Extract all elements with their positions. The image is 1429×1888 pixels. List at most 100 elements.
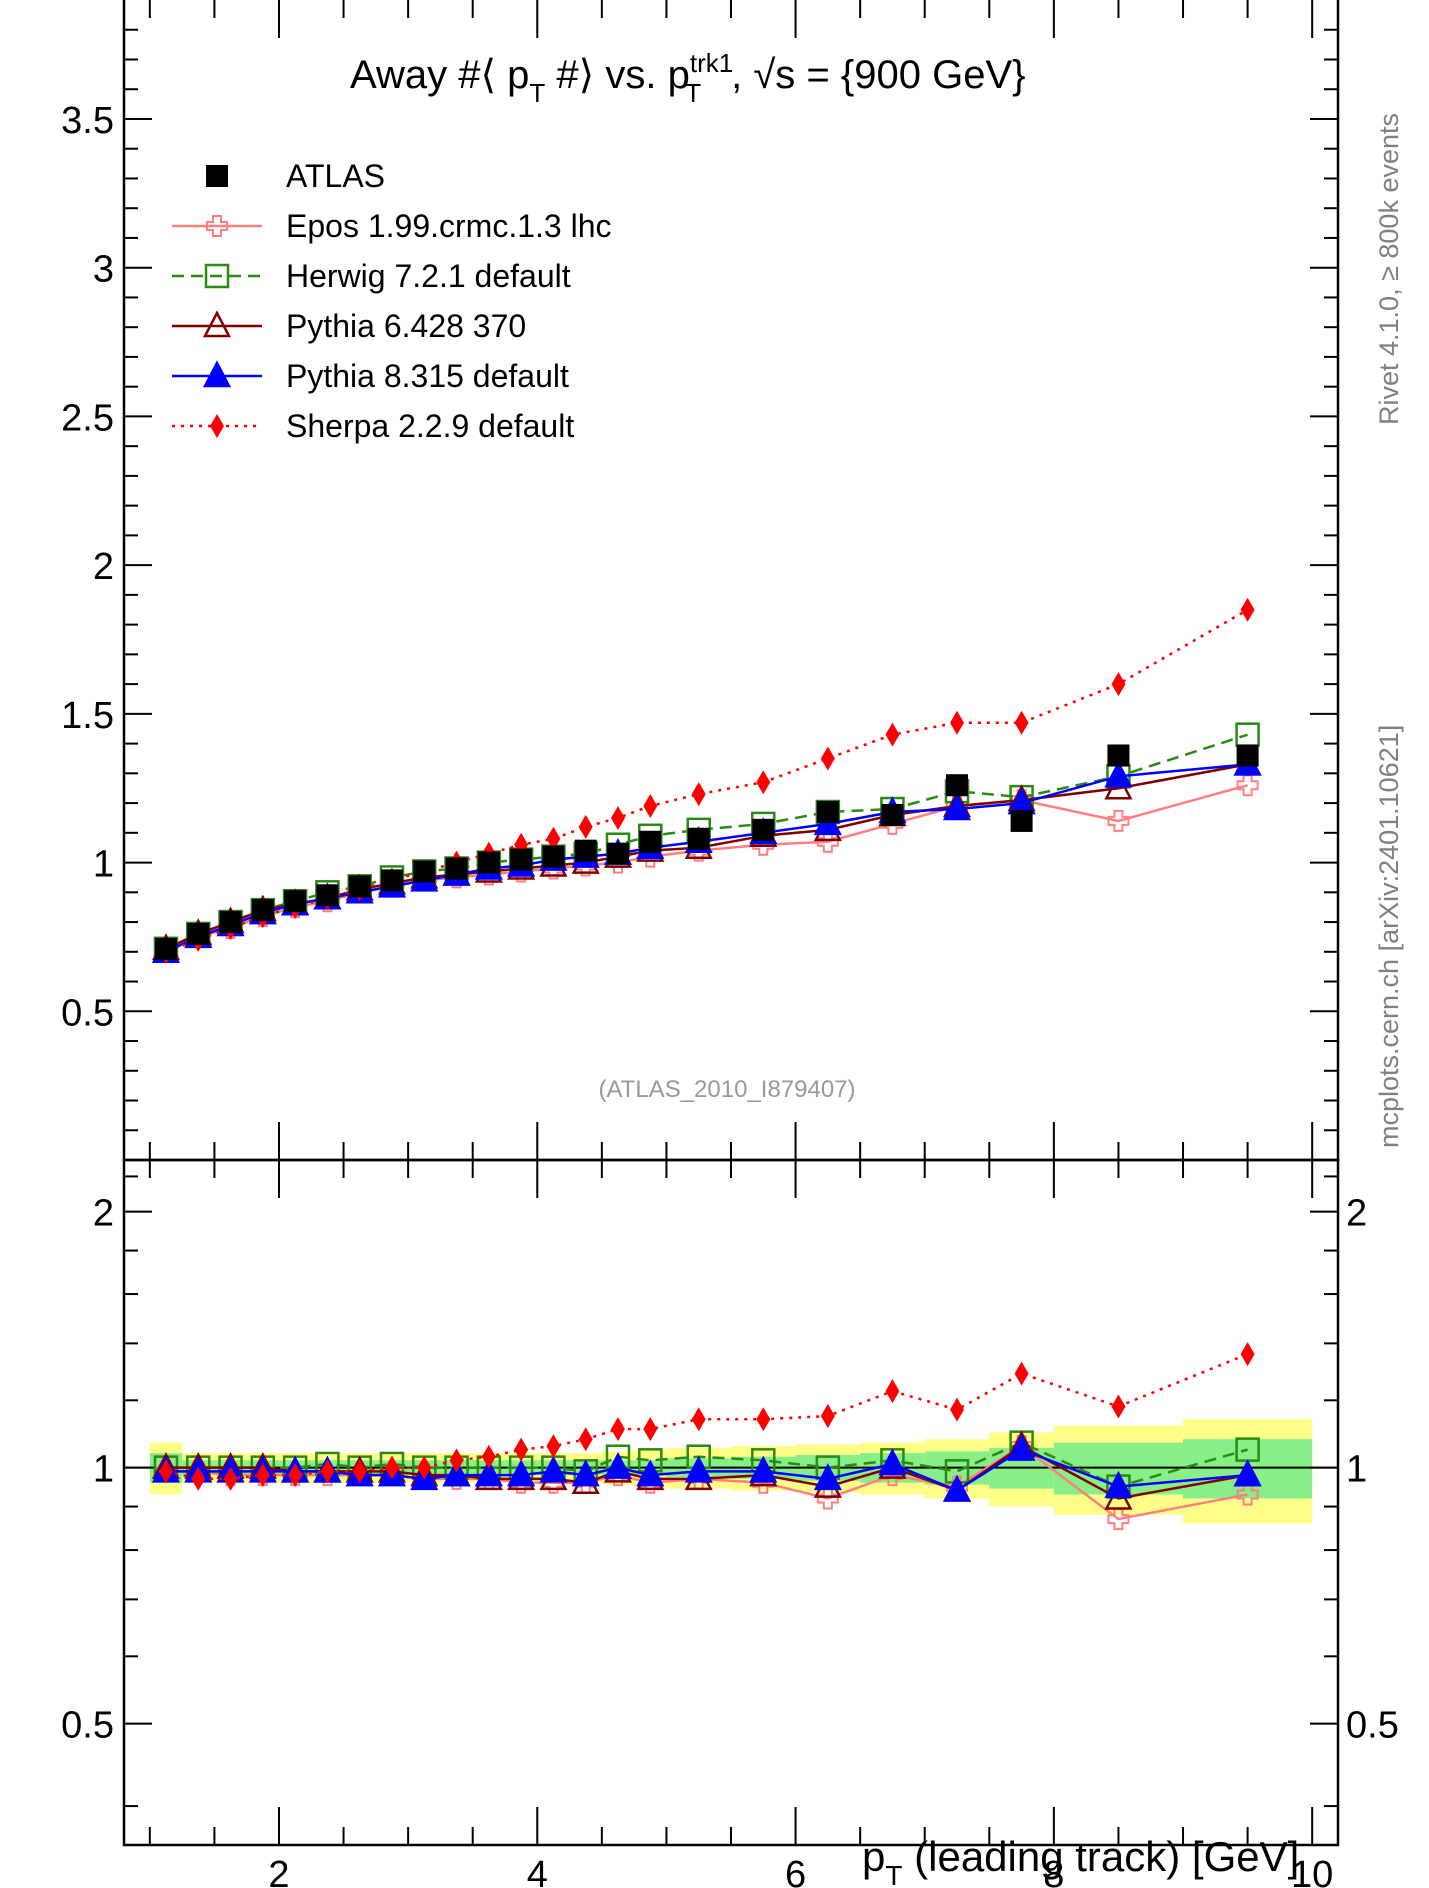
ratio-data-point — [514, 1437, 529, 1462]
main-data-point — [756, 770, 771, 795]
ratio-data-point — [255, 1463, 270, 1488]
ratio-series-line — [165, 1352, 1249, 1481]
ratio-data-point — [191, 1466, 206, 1491]
legend-marker — [210, 414, 224, 438]
main-data-point — [639, 830, 662, 853]
main-data-point — [413, 860, 436, 883]
ratio-series-sherpa-2-2-9-default — [158, 1342, 1255, 1491]
ratio-data-point — [417, 1455, 432, 1480]
ratio-data-point — [384, 1455, 399, 1480]
main-data-point — [816, 801, 839, 823]
x-tick-label: 2 — [268, 1854, 289, 1888]
ratio-data-point — [474, 1459, 503, 1487]
main-data-point — [885, 722, 900, 747]
ratio-y-tick-label: 2 — [93, 1193, 114, 1235]
main-data-point — [477, 851, 500, 874]
legend-label: Pythia 8.315 default — [286, 358, 569, 394]
main-series-line — [165, 608, 1249, 953]
ratio-data-point — [603, 1451, 633, 1479]
main-data-point — [752, 818, 775, 841]
ratio-data-point — [1233, 1459, 1262, 1487]
legend-label: Epos 1.99.crmc.1.3 lhc — [286, 208, 611, 244]
ratio-data-point — [223, 1466, 238, 1491]
main-data-point — [578, 814, 593, 839]
title-sub: T — [685, 78, 701, 108]
main-data-point — [946, 774, 969, 797]
main-data-point — [942, 793, 972, 821]
main-data-point — [1104, 760, 1133, 788]
legend-item: Sherpa 2.2.9 default — [172, 408, 574, 444]
ratio-y-tick-label: 0.5 — [61, 1705, 114, 1747]
analysis-label: (ATLAS_2010_I879407) — [598, 1076, 855, 1103]
main-data-point — [380, 869, 403, 892]
legend: ATLAS Epos 1.99.crmc.1.3 lhc Herwig 7.2.1 … — [172, 158, 611, 444]
main-y-tick-label: 3 — [93, 249, 114, 291]
x-tick-label: 4 — [527, 1854, 548, 1888]
legend-item: Pythia 6.428 370 — [172, 308, 526, 344]
main-data-point — [348, 875, 371, 898]
ratio-data-point — [288, 1463, 303, 1488]
legend-marker — [206, 165, 228, 187]
ratio-data-point — [749, 1455, 778, 1483]
main-data-point — [1236, 774, 1259, 797]
main-y-tick-label: 2.5 — [61, 397, 114, 439]
main-data-point — [1010, 809, 1033, 832]
main-y-tick-label: 1.5 — [61, 695, 114, 737]
ratio-data-point — [942, 1474, 972, 1502]
main-data-point — [219, 911, 242, 934]
x-axis-label-part: (leading track) [GeV] — [902, 1833, 1299, 1880]
ratio-data-point — [481, 1444, 496, 1469]
ratio-data-point — [684, 1455, 713, 1483]
ratio-data-point — [878, 1448, 907, 1476]
ratio-data-point — [1007, 1433, 1036, 1461]
main-data-point — [542, 845, 565, 868]
ratio-data-point — [1236, 1483, 1259, 1506]
main-data-point — [1107, 809, 1130, 832]
ratio-y-axis-ticks — [124, 1175, 1338, 1808]
main-data-point — [284, 890, 307, 913]
ratio-data-point — [442, 1459, 471, 1487]
ratio-y-tick-label-right: 2 — [1346, 1193, 1367, 1235]
ratio-data-point — [813, 1463, 842, 1491]
ratio-data-point — [636, 1459, 665, 1487]
main-data-point — [1107, 744, 1130, 767]
legend-label: ATLAS — [286, 158, 385, 194]
legend-label: Pythia 6.428 370 — [286, 308, 526, 344]
main-data-point — [510, 848, 533, 871]
main-y-tick-label: 1 — [93, 844, 114, 886]
main-data-point — [187, 922, 210, 945]
main-series-line — [165, 733, 1248, 950]
main-y-tick-label: 2 — [93, 546, 114, 588]
legend-marker — [206, 215, 228, 237]
main-data-point — [546, 826, 561, 851]
x-tick-label: 6 — [785, 1854, 806, 1888]
main-y-tick-label: 0.5 — [61, 992, 114, 1034]
ratio-data-point — [756, 1407, 771, 1432]
title-part: #⟩ vs. p — [545, 53, 690, 97]
ratio-data-point — [320, 1459, 335, 1484]
main-data-point — [316, 884, 339, 907]
chart-title: Away #⟨ pT #⟩ vs. ptrk1 T, √s = {900 GeV} — [350, 48, 1025, 108]
main-data-point — [154, 937, 177, 960]
ratio-data-point — [578, 1427, 593, 1452]
ratio-data-point — [820, 1404, 835, 1429]
main-data-point — [643, 794, 658, 819]
rivet-version-label: Rivet 4.1.0, ≥ 800k events — [1374, 113, 1404, 425]
legend-marker — [204, 263, 230, 289]
title-part: , √s = {900 GeV} — [731, 53, 1025, 97]
ratio-data-point — [449, 1448, 464, 1473]
ratio-data-point — [507, 1459, 536, 1487]
main-data-point — [1111, 672, 1126, 697]
ratio-data-point — [571, 1459, 600, 1487]
legend-marker — [202, 310, 232, 338]
main-data-point — [881, 803, 904, 826]
ratio-data-point — [1240, 1342, 1255, 1367]
x-axis-label-part: p — [862, 1833, 885, 1880]
ratio-data-point — [950, 1397, 965, 1422]
main-data-point — [1240, 597, 1255, 622]
main-data-point — [606, 842, 629, 865]
title-sup: trk1 — [690, 48, 733, 78]
title-sub: T — [529, 78, 545, 108]
x-tick-label: 8 — [1043, 1854, 1064, 1888]
